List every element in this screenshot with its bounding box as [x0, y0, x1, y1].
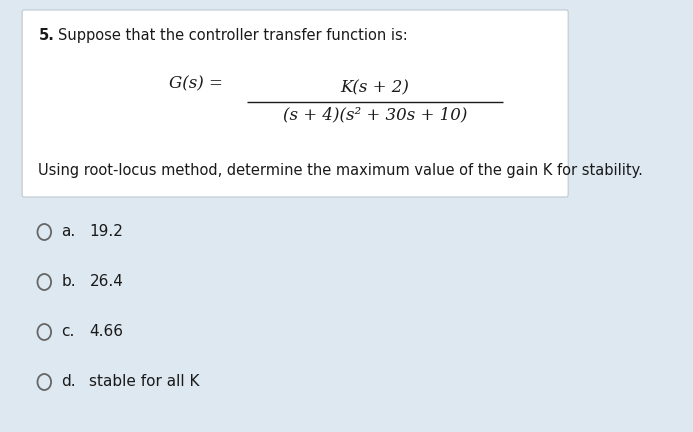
Text: (s + 4)(s² + 30s + 10): (s + 4)(s² + 30s + 10)	[283, 106, 467, 123]
Text: G(s) =: G(s) =	[168, 75, 222, 92]
Text: a.: a.	[62, 225, 76, 239]
Text: stable for all K: stable for all K	[89, 375, 200, 390]
Text: Suppose that the controller transfer function is:: Suppose that the controller transfer fun…	[58, 28, 407, 43]
Text: Using root-locus method, determine the maximum value of the gain K for stability: Using root-locus method, determine the m…	[38, 163, 643, 178]
Text: d.: d.	[62, 375, 76, 390]
Text: 5.: 5.	[38, 28, 54, 43]
Text: c.: c.	[62, 324, 75, 340]
Text: 4.66: 4.66	[89, 324, 123, 340]
Text: b.: b.	[62, 274, 76, 289]
Text: K(s + 2): K(s + 2)	[340, 79, 410, 96]
Text: 26.4: 26.4	[89, 274, 123, 289]
Text: 19.2: 19.2	[89, 225, 123, 239]
FancyBboxPatch shape	[22, 10, 568, 197]
